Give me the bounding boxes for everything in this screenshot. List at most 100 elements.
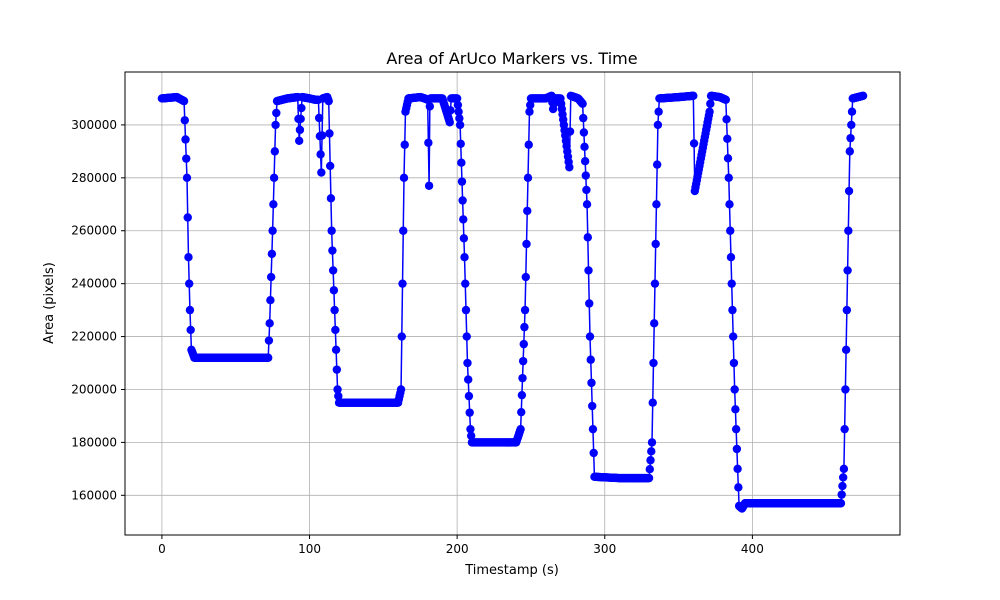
data-point [424,138,433,147]
data-point [734,483,743,492]
data-point [294,136,304,145]
data-point [296,114,305,124]
data-point [648,398,657,407]
data-point [297,103,306,113]
data-point [464,375,473,384]
data-point [588,424,598,434]
data-point [523,206,532,216]
data-point [730,385,739,394]
data-point [266,295,275,305]
data-point [689,91,698,101]
data-point [721,95,731,104]
data-point [645,464,654,474]
chart-title: Area of ArUco Markers vs. Time [386,49,637,68]
data-point [333,385,342,394]
data-point [521,272,530,282]
data-point [463,358,472,368]
x-tick-label: 100 [298,542,321,556]
data-point [332,365,342,374]
data-point [452,94,462,103]
data-point [723,134,732,143]
plot-frame [124,71,901,536]
data-point [523,173,533,183]
data-point [841,385,850,394]
data-point [651,239,660,249]
data-point [646,456,655,465]
data-point [325,129,334,138]
data-point [399,226,408,235]
data-point [580,142,589,152]
data-point [579,128,589,137]
data-point [516,424,525,434]
y-tick-label: 300000 [71,118,117,132]
data-point [466,431,476,440]
data-point [267,249,277,259]
data-point [517,407,526,417]
data-point [858,91,868,101]
data-point [689,139,699,148]
data-point [325,161,335,171]
data-point [723,154,733,163]
data-point [520,305,530,315]
data-point [465,408,474,417]
data-point [269,200,278,209]
data-point [464,391,474,401]
x-tick-label: 400 [741,542,764,556]
data-point [837,490,846,499]
data-point [845,147,855,156]
y-tick-label: 180000 [71,435,117,449]
data-point [838,473,848,482]
data-point [295,125,305,135]
data-point [733,464,742,474]
data-point [263,353,273,362]
data-point [462,332,471,341]
data-point [727,279,736,288]
y-tick-label: 200000 [71,382,117,396]
data-point [586,355,595,364]
data-point [266,272,276,282]
x-tick-label: 200 [446,542,469,556]
data-point [461,279,470,288]
data-point [654,107,663,116]
data-point [847,120,856,130]
data-point [582,185,591,195]
data-point [725,200,734,209]
data-point [843,266,852,275]
data-point [652,200,661,209]
data-point [565,127,575,136]
data-point [424,181,434,190]
data-point [588,401,597,411]
y-tick-label: 280000 [71,171,117,185]
data-point [518,356,528,366]
data-point [587,378,596,388]
data-point [580,157,590,166]
data-point [578,99,587,108]
data-point [705,107,714,116]
grid [125,72,900,535]
data-point [182,173,192,183]
data-point [454,107,463,116]
y-axis-ticks: 160000 180000 200000 220000 240000 260000 2800… [71,118,125,502]
data-point [324,96,333,106]
data-point [184,253,193,262]
data-point [649,358,658,368]
data-point [461,305,471,315]
data-point [839,464,849,474]
data-point [399,173,409,183]
data-point [650,319,659,328]
data-point [579,113,588,123]
data-point [519,339,528,349]
data-point [317,131,327,140]
data-point [706,99,715,108]
x-tick-label: 0 [158,542,166,556]
data-point [314,113,324,123]
data-point [270,147,280,156]
data-point [457,177,467,186]
data-point [446,106,455,115]
data-point [459,215,468,224]
data-point [317,168,326,177]
data-point [581,171,590,180]
data-point [460,253,469,262]
